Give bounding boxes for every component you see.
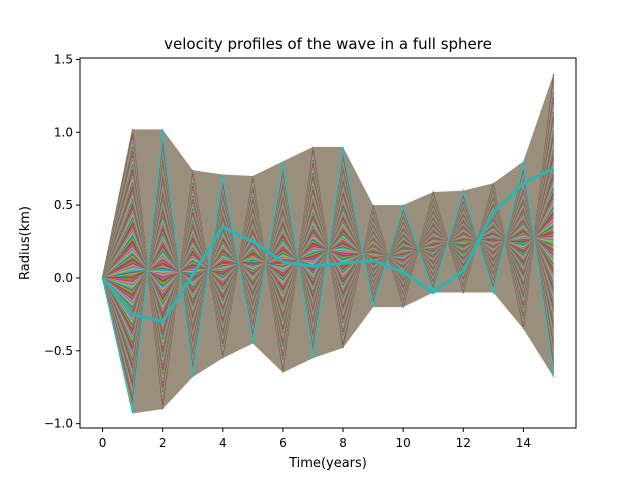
x-tick-label: 12 bbox=[456, 436, 471, 450]
x-tick-label: 8 bbox=[339, 436, 347, 450]
y-tick-label: −0.5 bbox=[44, 344, 73, 358]
y-tick-label: 0.5 bbox=[54, 198, 73, 212]
x-axis-label: Time(years) bbox=[288, 456, 367, 471]
chart-title: velocity profiles of the wave in a full … bbox=[164, 35, 492, 53]
x-tick-label: 10 bbox=[396, 436, 411, 450]
x-tick-label: 2 bbox=[159, 436, 167, 450]
axes-frame bbox=[79, 57, 577, 429]
y-tick-label: 0.0 bbox=[54, 271, 73, 285]
y-axis-label: Radius(km) bbox=[18, 206, 33, 280]
highlight-profile-line bbox=[101, 167, 555, 324]
x-tick-label: 6 bbox=[279, 436, 287, 450]
x-tick-label: 4 bbox=[219, 436, 227, 450]
series-layer bbox=[101, 73, 555, 414]
y-tick-label: 1.0 bbox=[54, 125, 73, 139]
y-tick-label: 1.5 bbox=[54, 52, 73, 66]
axes-layer: 0 2 4 6 8 10 12 14 −1.0 −0.5 0.0 0.5 1.0 1.5 bbox=[44, 52, 577, 450]
y-tick-label: −1.0 bbox=[44, 417, 73, 431]
x-tick-label: 0 bbox=[99, 436, 107, 450]
x-tick-label: 14 bbox=[516, 436, 531, 450]
